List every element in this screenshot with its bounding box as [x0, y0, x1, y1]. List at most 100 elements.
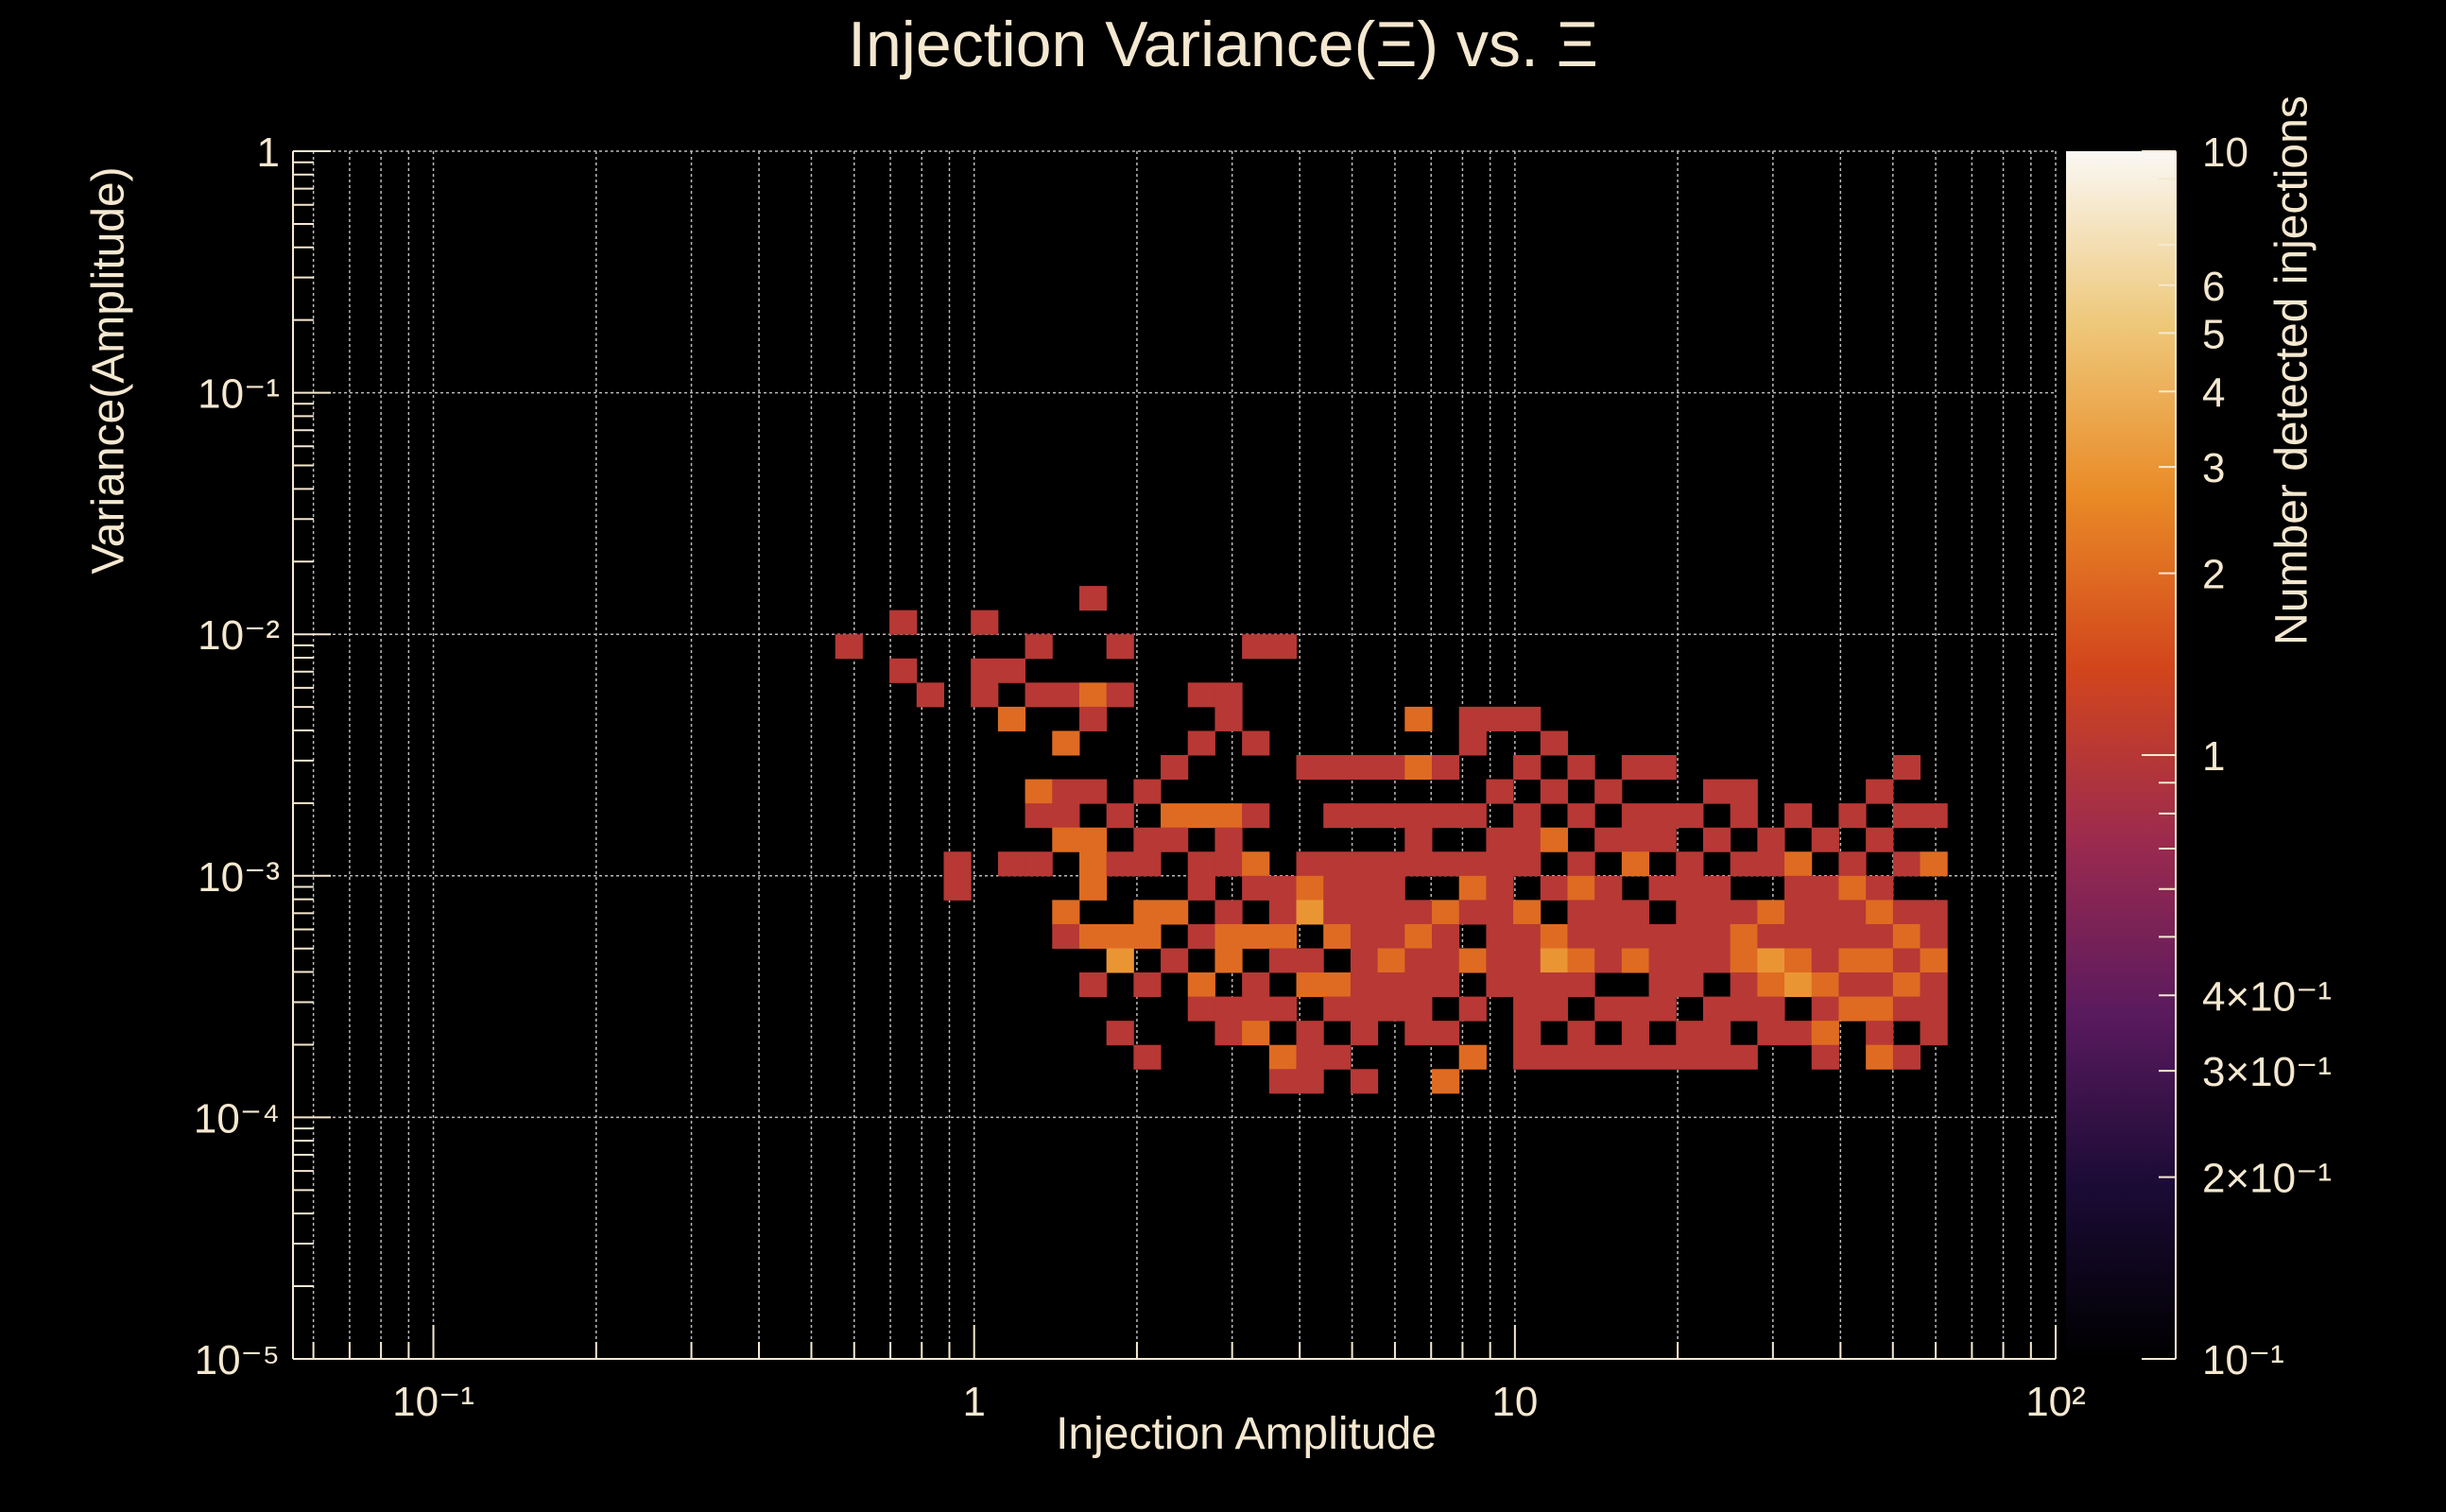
heatmap-cell [1702, 875, 1731, 901]
heatmap-cell [1377, 923, 1405, 949]
heatmap-cell [1296, 1069, 1324, 1094]
heatmap-cell [1757, 996, 1785, 1022]
heatmap-cell [1214, 706, 1243, 731]
colorbar-tick-label: 5 [2202, 311, 2225, 357]
heatmap-cell [1621, 923, 1650, 949]
heatmap-cell [971, 610, 999, 635]
heatmap-cell [1187, 682, 1215, 708]
heatmap-cell [1784, 900, 1813, 925]
heatmap-cell [1838, 972, 1867, 998]
heatmap-cell [1432, 1021, 1460, 1046]
heatmap-cell [1757, 923, 1785, 949]
heatmap-cell [1214, 948, 1243, 973]
heatmap-cell [1052, 900, 1080, 925]
heatmap-cell [1676, 972, 1704, 998]
heatmap-cell [1432, 803, 1460, 829]
heatmap-cell [997, 658, 1026, 683]
heatmap-cell [1404, 851, 1433, 877]
heatmap-cell [1892, 900, 1921, 925]
heatmap-cell [1458, 996, 1487, 1022]
heatmap-cell [1784, 1021, 1813, 1046]
heatmap-cell [1214, 1021, 1243, 1046]
heatmap-cell [1676, 900, 1704, 925]
y-tick-label: 10⁻² [198, 612, 280, 659]
heatmap-cell [1513, 1044, 1542, 1070]
heatmap-cell [1106, 1021, 1134, 1046]
heatmap-cell [1432, 972, 1460, 998]
heatmap-cell [1730, 948, 1758, 973]
y-tick-label: 1 [257, 129, 280, 176]
colorbar-tick-label: 2 [2202, 552, 2225, 598]
colorbar: 10⁻¹ 2×10⁻¹ 3×10⁻¹ 4×10⁻¹ 1 2 3 4 56 10 [2066, 129, 2332, 1383]
heatmap-cell [1702, 923, 1731, 949]
y-axis-label: Variance(Amplitude) [83, 166, 134, 575]
heatmap-cell [1784, 875, 1813, 901]
heatmap-cell [1214, 827, 1243, 852]
heatmap-cell [1296, 900, 1324, 925]
y-tick-label: 10⁻¹ [198, 371, 280, 418]
heatmap-cell [1377, 755, 1405, 781]
heatmap-cell [1648, 996, 1677, 1022]
heatmap-cell [1757, 827, 1785, 852]
heatmap-cell [1866, 972, 1894, 998]
heatmap-cell [1486, 706, 1514, 731]
heatmap-cell [1296, 1044, 1324, 1070]
heatmap-cell [1296, 972, 1324, 998]
heatmap-cell [1621, 948, 1650, 973]
heatmap-cell [1513, 1021, 1542, 1046]
heatmap-cell [1350, 948, 1379, 973]
heatmap-cell [1106, 634, 1134, 660]
plot-axes: 10⁻¹ 1 10 10² 10⁻⁵ 10⁻⁴ 10⁻³ 10⁻² 10⁻¹ 1 [194, 129, 2086, 1425]
heatmap-cell [1404, 923, 1433, 949]
heatmap-cell [1892, 851, 1921, 877]
heatmap-cell [1486, 875, 1514, 901]
heatmap-cell [1513, 972, 1542, 998]
colorbar-tick-label: 2×10⁻¹ [2202, 1156, 2332, 1202]
heatmap-cell [1838, 948, 1867, 973]
heatmap-cell [1920, 923, 1948, 949]
heatmap-cell [1730, 1044, 1758, 1070]
heatmap-cell [1920, 1021, 1948, 1046]
heatmap-cell [1784, 803, 1813, 829]
heatmap-cell [1513, 948, 1542, 973]
heatmap-cell [1296, 755, 1324, 781]
heatmap-cell [1187, 730, 1215, 756]
heatmap-cell [1838, 851, 1867, 877]
heatmap-cell [1404, 827, 1433, 852]
heatmap-cell [1432, 948, 1460, 973]
heatmap-cell [1242, 923, 1270, 949]
heatmap-cell [1268, 875, 1298, 901]
heatmap-cell [1133, 900, 1162, 925]
heatmap-cell [1078, 875, 1108, 901]
heatmap-cell [1540, 730, 1568, 756]
y-tick-label: 10⁻³ [198, 854, 280, 901]
heatmap-cell [1404, 996, 1433, 1022]
heatmap-cell [1350, 803, 1379, 829]
heatmap-cell [1892, 803, 1921, 829]
heatmap-cell [1757, 851, 1785, 877]
heatmap-cell [1106, 851, 1134, 877]
heatmap-cell [1621, 1021, 1650, 1046]
heatmap-cell [1892, 755, 1921, 781]
heatmap-cell [1242, 634, 1270, 660]
heatmap-cell [1432, 755, 1460, 781]
colorbar-tick-label: 6 [2202, 264, 2225, 310]
heatmap-cell [1458, 948, 1487, 973]
heatmap-cell [1892, 923, 1921, 949]
heatmap-cell [1187, 851, 1215, 877]
heatmap-cell [1052, 682, 1080, 708]
heatmap-cell [1350, 755, 1379, 781]
heatmap-cell [1458, 730, 1487, 756]
colorbar-tick-label: 4×10⁻¹ [2202, 973, 2332, 1020]
heatmap-cell [1866, 1021, 1894, 1046]
heatmap-cell [1838, 900, 1867, 925]
heatmap-cell [1730, 972, 1758, 998]
heatmap-cell [1486, 972, 1514, 998]
heatmap-cell [1540, 1044, 1568, 1070]
heatmap-cell [943, 851, 972, 877]
heatmap-cell [1458, 706, 1487, 731]
heatmap-cell [1052, 779, 1080, 804]
heatmap-cell [1594, 948, 1623, 973]
colorbar-label: Number detected injections [2266, 95, 2317, 645]
heatmap-cell [1078, 827, 1108, 852]
